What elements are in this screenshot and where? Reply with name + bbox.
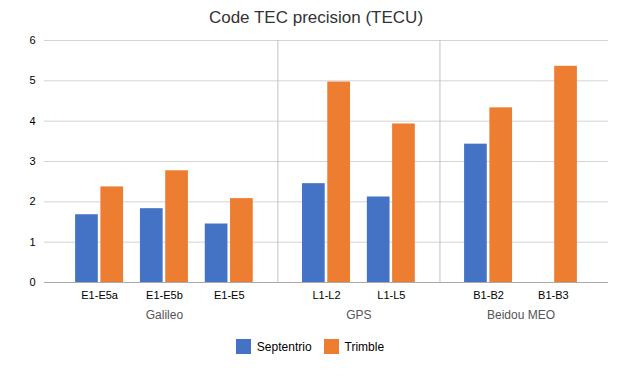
svg-text:3: 3 xyxy=(29,155,35,167)
svg-text:5: 5 xyxy=(29,74,35,86)
html-text:Septentrio: Septentrio xyxy=(256,339,312,354)
svg-text:Galileo: Galileo xyxy=(146,308,184,322)
svg-text:B1-B3: B1-B3 xyxy=(538,289,569,301)
svg-text:B1-B2: B1-B2 xyxy=(473,289,504,301)
svg-text:2: 2 xyxy=(29,195,35,207)
svg-text:L1-L5: L1-L5 xyxy=(377,289,405,301)
svg-text:L1-L2: L1-L2 xyxy=(312,289,340,301)
html-text:Code TEC precision (TECU): Code TEC precision (TECU) xyxy=(208,8,424,27)
svg-text:GPS: GPS xyxy=(346,308,371,322)
svg-text:4: 4 xyxy=(29,115,35,127)
svg-text:E1-E5: E1-E5 xyxy=(214,289,245,301)
svg-text:E1-E5b: E1-E5b xyxy=(146,289,183,301)
svg-text:1: 1 xyxy=(29,236,35,248)
html-text:Trimble: Trimble xyxy=(344,339,385,354)
svg-text:6: 6 xyxy=(29,34,35,46)
svg-text:0: 0 xyxy=(29,276,35,288)
svg-text:Beidou MEO: Beidou MEO xyxy=(487,308,555,322)
svg-text:E1-E5a: E1-E5a xyxy=(81,289,119,301)
